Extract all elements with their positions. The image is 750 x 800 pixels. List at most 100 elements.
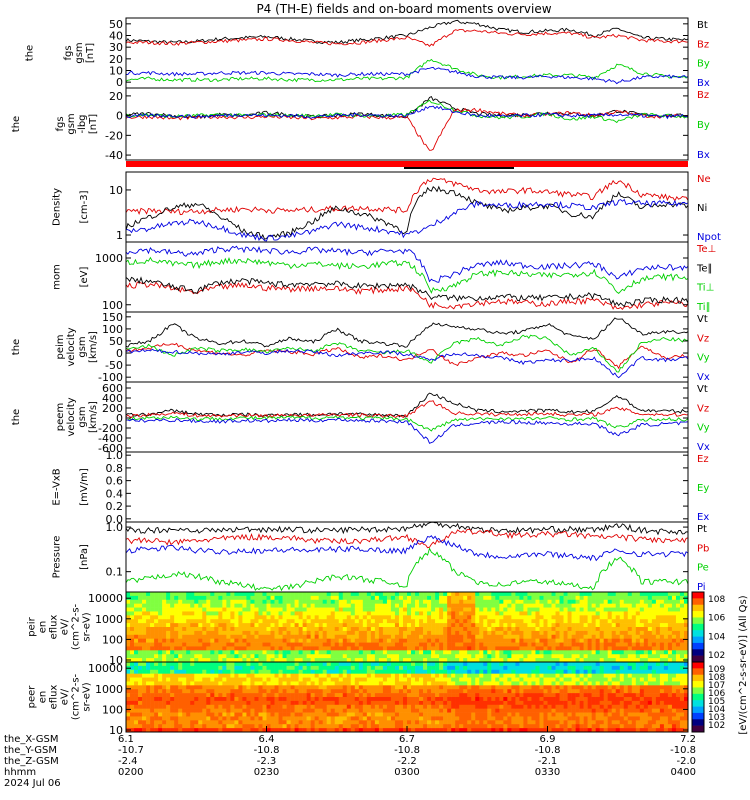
spectrogram-cell (162, 685, 167, 690)
spectrogram-cell (210, 634, 215, 639)
spectrogram-cell (158, 716, 163, 721)
spectrogram-cell (543, 607, 548, 612)
spectrogram-cell (258, 681, 263, 686)
spectrogram-cell (619, 619, 625, 624)
spectrogram-cell (451, 724, 456, 729)
spectrogram-cell (471, 646, 476, 651)
spectrogram-cell (503, 619, 508, 624)
spectrogram-cell (447, 634, 452, 639)
spectrogram-cell (563, 708, 568, 713)
spectrogram-cell (455, 673, 460, 678)
spectrogram-cell (306, 634, 311, 639)
spectrogram-cell (555, 599, 560, 604)
spectrogram-cell (206, 611, 211, 616)
spectrogram-cell (459, 685, 464, 690)
spectrogram-cell (643, 595, 649, 601)
spectrogram-cell (366, 638, 372, 643)
spectrogram-cell (551, 642, 556, 647)
spectrogram-cell (559, 708, 564, 713)
spectrogram-cell (310, 658, 315, 663)
spectrogram-cell (479, 665, 484, 671)
spectrogram-cell (338, 689, 344, 694)
spectrogram-cell (166, 634, 171, 639)
spectrogram-cell (190, 623, 195, 628)
spectrogram-cell (298, 603, 303, 608)
spectrogram-cell (667, 595, 673, 601)
spectrogram-cell (358, 669, 364, 674)
spectrogram-cell (206, 681, 211, 686)
spectrogram-cell (382, 700, 388, 706)
spectrogram-cell (158, 693, 163, 698)
spectrogram-cell (290, 704, 295, 709)
spectrogram-cell (194, 673, 199, 678)
spectrogram-cell (350, 642, 356, 647)
spectrogram-cell (567, 599, 572, 604)
spectrogram-cell (226, 630, 231, 636)
spectrogram-cell (290, 615, 295, 620)
spectrogram-cell (218, 662, 223, 667)
spectrogram-cell (591, 611, 596, 616)
spectrogram-cell (174, 638, 179, 643)
spectrogram-cell (350, 603, 356, 608)
spectrogram-cell (511, 634, 516, 639)
spectrogram-cell (174, 669, 179, 674)
spectrogram-cell (390, 607, 396, 612)
spectrogram-cell (242, 693, 247, 698)
spectrogram-cell (607, 642, 613, 647)
spectrogram-cell (639, 650, 645, 655)
spectrogram-cell (198, 630, 203, 636)
spectrogram-cell (158, 689, 163, 694)
spectrogram-cell (174, 693, 179, 698)
spectrogram-cell (266, 619, 271, 624)
spectrogram-cell (523, 673, 528, 678)
spectrogram-cell (154, 720, 159, 725)
spectrogram-cell (495, 599, 500, 604)
spectrogram-cell (350, 599, 356, 604)
spectrogram-cell (210, 724, 215, 729)
spectrogram-cell (603, 693, 609, 698)
spectrogram-cell (234, 634, 239, 639)
spectrogram-cell (354, 599, 360, 604)
spectrogram-cell (415, 603, 420, 608)
spectrogram-cell (390, 595, 396, 601)
spectrogram-cell (390, 685, 396, 690)
spectrogram-cell (507, 704, 512, 709)
spectrogram-cell (134, 720, 139, 725)
spectrogram-cell (294, 677, 299, 682)
spectrogram-cell (214, 665, 219, 671)
spectrogram-cell (342, 708, 348, 713)
spectrogram-cell (234, 642, 239, 647)
spectrogram-cell (142, 658, 147, 663)
spectrogram-cell (447, 607, 452, 612)
spectrogram-cell (435, 627, 440, 632)
spectrogram-cell (531, 592, 536, 597)
spectrogram-cell (270, 615, 275, 620)
spectrogram-cell (431, 592, 436, 597)
spectrogram-cell (342, 728, 348, 733)
spectrogram-cell (511, 595, 516, 601)
spectrogram-cell (439, 646, 444, 651)
spectrogram-cell (330, 592, 336, 597)
spectrogram-cell (419, 681, 424, 686)
spectrogram-cell (286, 595, 291, 601)
spectrogram-cell (130, 665, 135, 671)
spectrogram-cell (354, 716, 360, 721)
spectrogram-cell (451, 693, 456, 698)
spectrogram-cell (338, 638, 344, 643)
spectrogram-cell (238, 627, 243, 632)
series-fgs-gsm-Bt (125, 19, 689, 45)
spectrogram-cell (290, 592, 295, 597)
spectrogram-cell (531, 669, 536, 674)
spectrogram-cell (575, 615, 580, 620)
spectrogram-cell (547, 689, 552, 694)
spectrogram-cell (142, 623, 147, 628)
spectrogram-cell (290, 603, 295, 608)
spectrogram-cell (290, 693, 295, 698)
spectrogram-cell (318, 704, 323, 709)
spectrogram-cell (126, 712, 131, 717)
spectrogram-cell (258, 693, 263, 698)
spectrogram-cell (310, 662, 315, 667)
spectrogram-cell (222, 693, 227, 698)
spectrogram-cell (459, 595, 464, 601)
spectrogram-cell (234, 638, 239, 643)
